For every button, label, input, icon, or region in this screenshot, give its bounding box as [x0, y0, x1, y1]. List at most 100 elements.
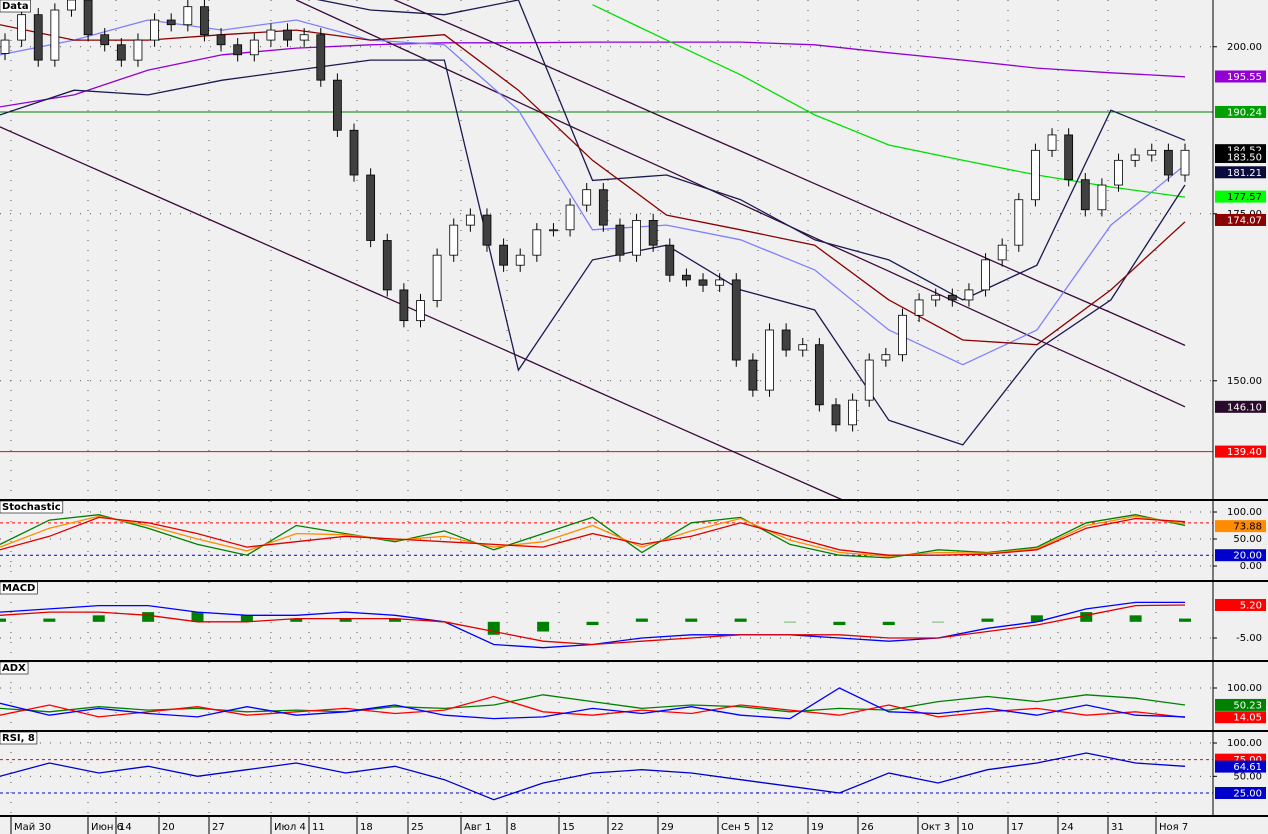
candle-body: [133, 39, 143, 61]
candle-body: [1180, 149, 1190, 176]
x-tick-label: 19: [811, 822, 824, 833]
x-tick-label: Авг 1: [464, 822, 492, 833]
x-tick-label: 17: [1011, 822, 1024, 833]
histogram-bar: [586, 621, 599, 626]
price-tag-label: 64.61: [1233, 762, 1262, 773]
candle-body: [1047, 134, 1057, 151]
candle-body: [848, 399, 858, 426]
series-line: [393, 0, 1186, 346]
y-tick-label: 0.00: [1240, 561, 1262, 572]
histogram-bar: [1030, 615, 1043, 622]
candle-body: [216, 34, 226, 46]
candle-body: [1064, 134, 1074, 181]
price-tag: [1215, 698, 1266, 711]
histogram-bar: [389, 618, 401, 622]
x-tick-label: Ноя 7: [1159, 822, 1188, 833]
x-tick-label: 15: [562, 822, 575, 833]
candle-body: [648, 220, 658, 246]
candle-body: [1163, 149, 1173, 176]
candle-body: [166, 19, 176, 26]
price-tag-label: 5.20: [1240, 600, 1262, 611]
candle-body: [83, 0, 93, 36]
x-tick-label: 29: [661, 822, 674, 833]
candle-body: [831, 404, 841, 426]
candle-body: [1114, 159, 1123, 186]
panel-title-bg: [0, 581, 38, 595]
candle-body: [565, 204, 575, 231]
histogram-bar: [981, 618, 994, 622]
panel-title-bg: [0, 731, 38, 745]
candle-body: [1080, 179, 1090, 211]
panel-title: RSI, 8: [2, 733, 35, 744]
price-tag: [1215, 150, 1266, 163]
candle-body: [382, 240, 392, 291]
candle-body: [50, 9, 60, 61]
candle-body: [183, 6, 193, 26]
price-tag: [1215, 400, 1266, 413]
candle-body: [283, 29, 292, 41]
candle-body: [1031, 149, 1040, 201]
candle-body: [1097, 184, 1107, 211]
price-tag-label: 50.23: [1233, 700, 1262, 711]
candle-body: [116, 44, 126, 61]
histogram-bar: [43, 618, 56, 622]
candle-body: [798, 344, 808, 351]
candle-body: [814, 344, 824, 406]
y-tick-label: 50.00: [1233, 771, 1262, 782]
panel: [0, 0, 1213, 499]
candle-body: [997, 244, 1007, 261]
candle-body: [881, 354, 891, 361]
candle-body: [665, 244, 675, 276]
candle-body: [299, 34, 309, 41]
panel: [0, 662, 1213, 730]
histogram-bar: [240, 615, 253, 622]
candle-body: [931, 294, 941, 301]
price-tag: [1215, 598, 1266, 611]
candle-body: [249, 39, 259, 56]
series-line: [0, 687, 1186, 720]
x-tick-label: 26: [861, 822, 874, 833]
price-tag: [1215, 549, 1266, 562]
series-line: [0, 126, 843, 499]
series-line: [0, 19, 1186, 366]
candle-body: [449, 224, 459, 256]
x-tick-label: Окт 3: [921, 822, 950, 833]
x-tick-label: 14: [119, 822, 132, 833]
candle-body: [100, 34, 110, 46]
histogram-bar: [191, 612, 204, 622]
price-tag: [1215, 70, 1266, 83]
candle-body: [482, 214, 492, 246]
candle-body: [349, 129, 359, 176]
price-tag-label: 190.24: [1227, 107, 1262, 118]
y-tick-label: 200.00: [1227, 42, 1262, 53]
y-tick-label: -5.00: [1236, 633, 1262, 644]
candle-body: [1130, 154, 1140, 161]
candle-body: [332, 79, 342, 131]
price-tag: [1215, 105, 1266, 118]
candle-body: [515, 254, 525, 266]
candle-body: [549, 229, 558, 232]
candle-body: [465, 214, 475, 226]
price-tag-label: 73.88: [1233, 522, 1262, 533]
histogram-bar: [537, 621, 550, 632]
candle-body: [17, 14, 27, 41]
x-tick-label: 18: [360, 822, 373, 833]
price-tag-label: 146.10: [1227, 402, 1262, 413]
price-tag-label: 195.55: [1227, 72, 1262, 83]
y-tick-label: 150.00: [1227, 376, 1262, 387]
x-tick-label: 10: [961, 822, 974, 833]
price-tag: [1215, 166, 1266, 179]
candle-body: [33, 14, 43, 61]
candle-body: [432, 254, 442, 302]
candle-body: [947, 294, 957, 301]
panel: [0, 732, 1213, 815]
price-tag-label: 14.05: [1233, 713, 1262, 724]
panel-title-bg: [0, 661, 29, 675]
y-tick-label: 50.00: [1233, 534, 1262, 545]
candle-body: [964, 289, 974, 301]
candle-body: [416, 300, 425, 322]
price-tag: [1215, 787, 1266, 799]
x-tick-label: Май 30: [14, 822, 51, 833]
